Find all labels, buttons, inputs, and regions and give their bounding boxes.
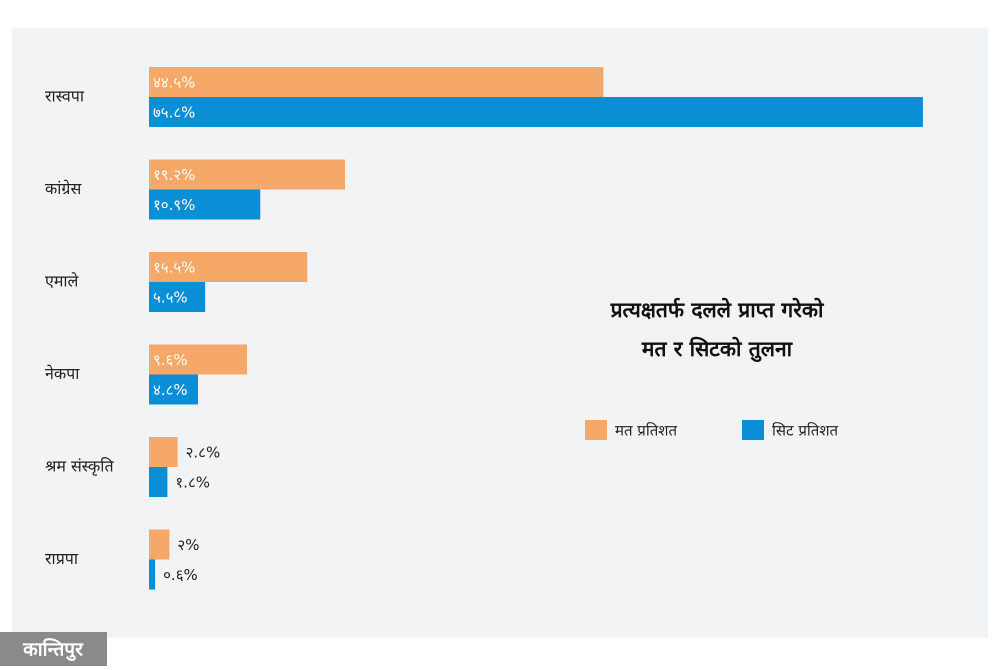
bar	[149, 344, 248, 375]
bar	[149, 282, 206, 312]
value-label: १५.५%	[153, 259, 195, 277]
bar	[149, 189, 261, 220]
value-label: ४.८%	[153, 381, 188, 399]
bar	[149, 374, 199, 405]
category-label: श्रम संस्कृति	[45, 457, 114, 477]
category-label: एमाले	[45, 272, 80, 291]
value-label: ७५.८%	[153, 104, 195, 122]
logo: कान्तिपुर	[22, 638, 84, 662]
chart-title: प्रत्यक्षतर्फ दलले प्राप्त गरेको मत र सिट…	[610, 297, 825, 363]
value-label: ०.६%	[163, 566, 198, 584]
value-label: १९.२%	[153, 166, 195, 184]
category-label: नेकपा	[45, 364, 80, 383]
value-label: १०.९%	[153, 196, 195, 214]
legend-swatch	[585, 420, 607, 440]
value-label: ९.६%	[153, 351, 188, 369]
legend-label: सिट प्रतिशत	[772, 422, 839, 440]
value-label: ५.५%	[153, 289, 188, 307]
value-label: १.८%	[175, 474, 210, 492]
value-label: २.८%	[186, 444, 221, 462]
bar	[149, 559, 156, 590]
bar	[149, 97, 923, 127]
bar	[149, 159, 346, 190]
bar	[149, 467, 168, 497]
bar	[149, 529, 170, 560]
bar	[149, 437, 178, 467]
legend-label: मत प्रतिशत	[615, 422, 677, 440]
value-label: ४४.५%	[153, 74, 195, 92]
value-label: २%	[177, 536, 199, 554]
category-label: रास्वपा	[45, 87, 85, 106]
bar	[149, 252, 308, 282]
logo-box	[0, 632, 107, 666]
panel	[12, 28, 988, 638]
legend-swatch	[742, 420, 764, 440]
category-label: राप्रपा	[45, 549, 79, 568]
bar	[149, 67, 604, 97]
category-label: कांग्रेस	[45, 179, 82, 198]
